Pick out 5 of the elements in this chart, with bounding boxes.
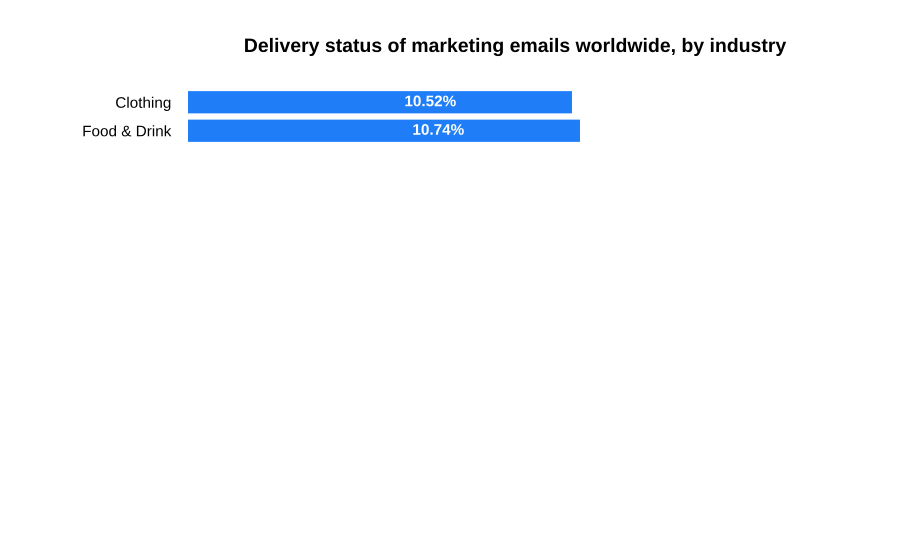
data-label: 10.52% [405, 96, 456, 106]
data-label: 10.74% [413, 124, 464, 135]
y-tick-label: Food & Drink [83, 125, 172, 136]
chart-title: Delivery status of marketing emails worldwide, by industry [245, 38, 786, 56]
y-tick-label: Clothing [116, 96, 170, 111]
